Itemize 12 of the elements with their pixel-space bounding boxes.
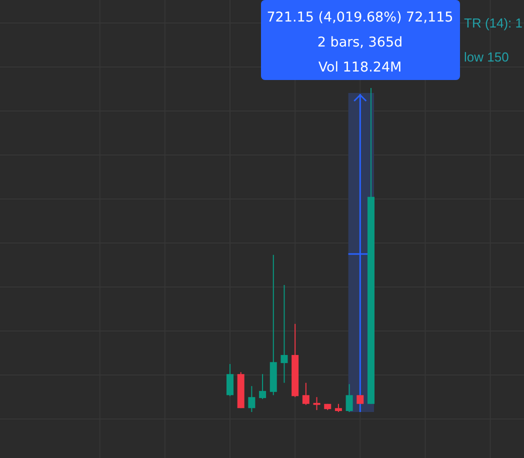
candlestick — [346, 384, 353, 412]
text: Vol 118.24M — [318, 60, 402, 76]
candlestick — [302, 382, 310, 406]
candlestick — [248, 386, 256, 412]
text: low 150 — [464, 49, 509, 64]
candlestick — [259, 374, 266, 400]
text: TR (14): 1 — [464, 15, 523, 30]
candlestick — [226, 364, 234, 397]
text: 721.15 (4,019.68%) 72,115 — [266, 10, 454, 26]
candlestick — [313, 396, 320, 411]
text: 2 bars, 365d — [317, 34, 403, 51]
candlestick — [280, 284, 288, 384]
